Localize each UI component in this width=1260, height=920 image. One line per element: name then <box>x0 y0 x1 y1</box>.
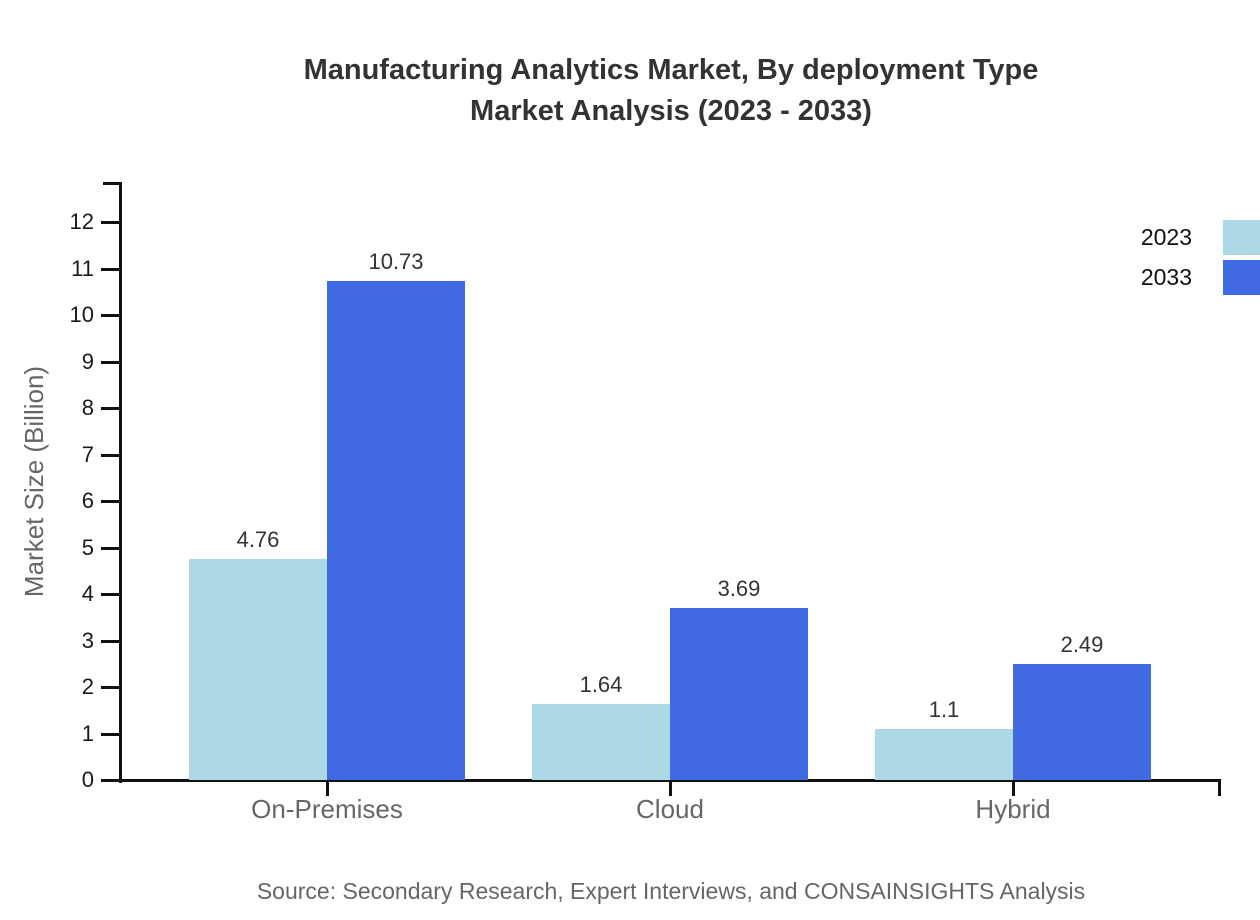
y-tick-label-9: 9 <box>81 348 94 374</box>
y-tick-7 <box>101 453 119 457</box>
bar-2033-Cloud <box>670 608 808 780</box>
x-axis-line <box>103 779 1221 782</box>
bar-2023-Cloud <box>532 703 670 780</box>
y-tick-6 <box>101 500 119 503</box>
bar-value-2033-Cloud: 3.69 <box>717 576 761 602</box>
y-tick-label-11: 11 <box>71 255 94 281</box>
legend-label-2033: 2033 <box>1140 264 1192 290</box>
chart-title: Manufacturing Analytics Market, By deplo… <box>121 50 1221 132</box>
y-tick-label-4: 4 <box>81 581 94 606</box>
bar-value-2033-Hybrid: 2.49 <box>1060 632 1104 658</box>
y-tick-label-5: 5 <box>81 534 94 560</box>
y-tick-1 <box>101 732 119 736</box>
x-tick-Cloud <box>669 780 672 796</box>
x-axis-end-cap <box>1218 780 1221 796</box>
bar-2023-On-Premises <box>189 558 327 780</box>
category-label-Cloud: Cloud <box>636 794 704 824</box>
legend-item-2023: 2023 <box>1141 220 1260 255</box>
x-tick-Hybrid <box>1012 780 1015 796</box>
y-tick-2 <box>101 686 119 689</box>
y-tick-label-6: 6 <box>81 488 94 513</box>
y-tick-label-8: 8 <box>81 395 94 420</box>
bar-2033-On-Premises <box>327 281 465 780</box>
y-tick-label-1: 1 <box>81 720 94 746</box>
legend: 2023 2033 <box>1141 220 1260 295</box>
y-tick-10 <box>101 314 119 317</box>
y-tick-3 <box>101 639 119 643</box>
legend-item-2033: 2033 <box>1141 260 1260 295</box>
source-text: Source: Secondary Research, Expert Inter… <box>256 878 1086 904</box>
x-tick-On-Premises <box>326 780 329 796</box>
bar-2033-Hybrid <box>1013 664 1151 780</box>
legend-swatch-2033 <box>1223 260 1260 295</box>
bar-value-2023-On-Premises: 4.76 <box>236 526 280 552</box>
category-label-Hybrid: Hybrid <box>975 794 1051 824</box>
y-axis-end-cap <box>103 182 119 185</box>
bar-value-2023-Cloud: 1.64 <box>579 671 623 697</box>
y-tick-label-2: 2 <box>81 674 94 699</box>
y-tick-5 <box>101 546 119 550</box>
bar-2023-Hybrid <box>875 728 1013 780</box>
category-label-On-Premises: On-Premises <box>251 794 403 824</box>
y-tick-label-0: 0 <box>81 767 94 792</box>
y-tick-4 <box>101 593 119 596</box>
y-tick-8 <box>101 407 119 410</box>
bar-value-2033-On-Premises: 10.73 <box>368 249 424 275</box>
bar-value-2023-Hybrid: 1.1 <box>928 696 960 722</box>
y-tick-label-12: 12 <box>69 209 94 234</box>
y-tick-label-3: 3 <box>81 627 94 653</box>
y-tick-11 <box>101 267 119 271</box>
y-tick-9 <box>101 360 119 364</box>
legend-label-2023: 2023 <box>1140 224 1192 250</box>
y-tick-0 <box>101 779 119 782</box>
legend-swatch-2023 <box>1223 220 1260 255</box>
y-axis-line <box>119 182 122 783</box>
y-tick-label-7: 7 <box>81 441 94 467</box>
chart-title-line1: Manufacturing Analytics Market, By deplo… <box>303 54 1039 86</box>
y-tick-label-10: 10 <box>69 302 94 327</box>
chart-title-line2: Market Analysis (2023 - 2033) <box>470 95 872 127</box>
y-tick-12 <box>101 221 119 224</box>
